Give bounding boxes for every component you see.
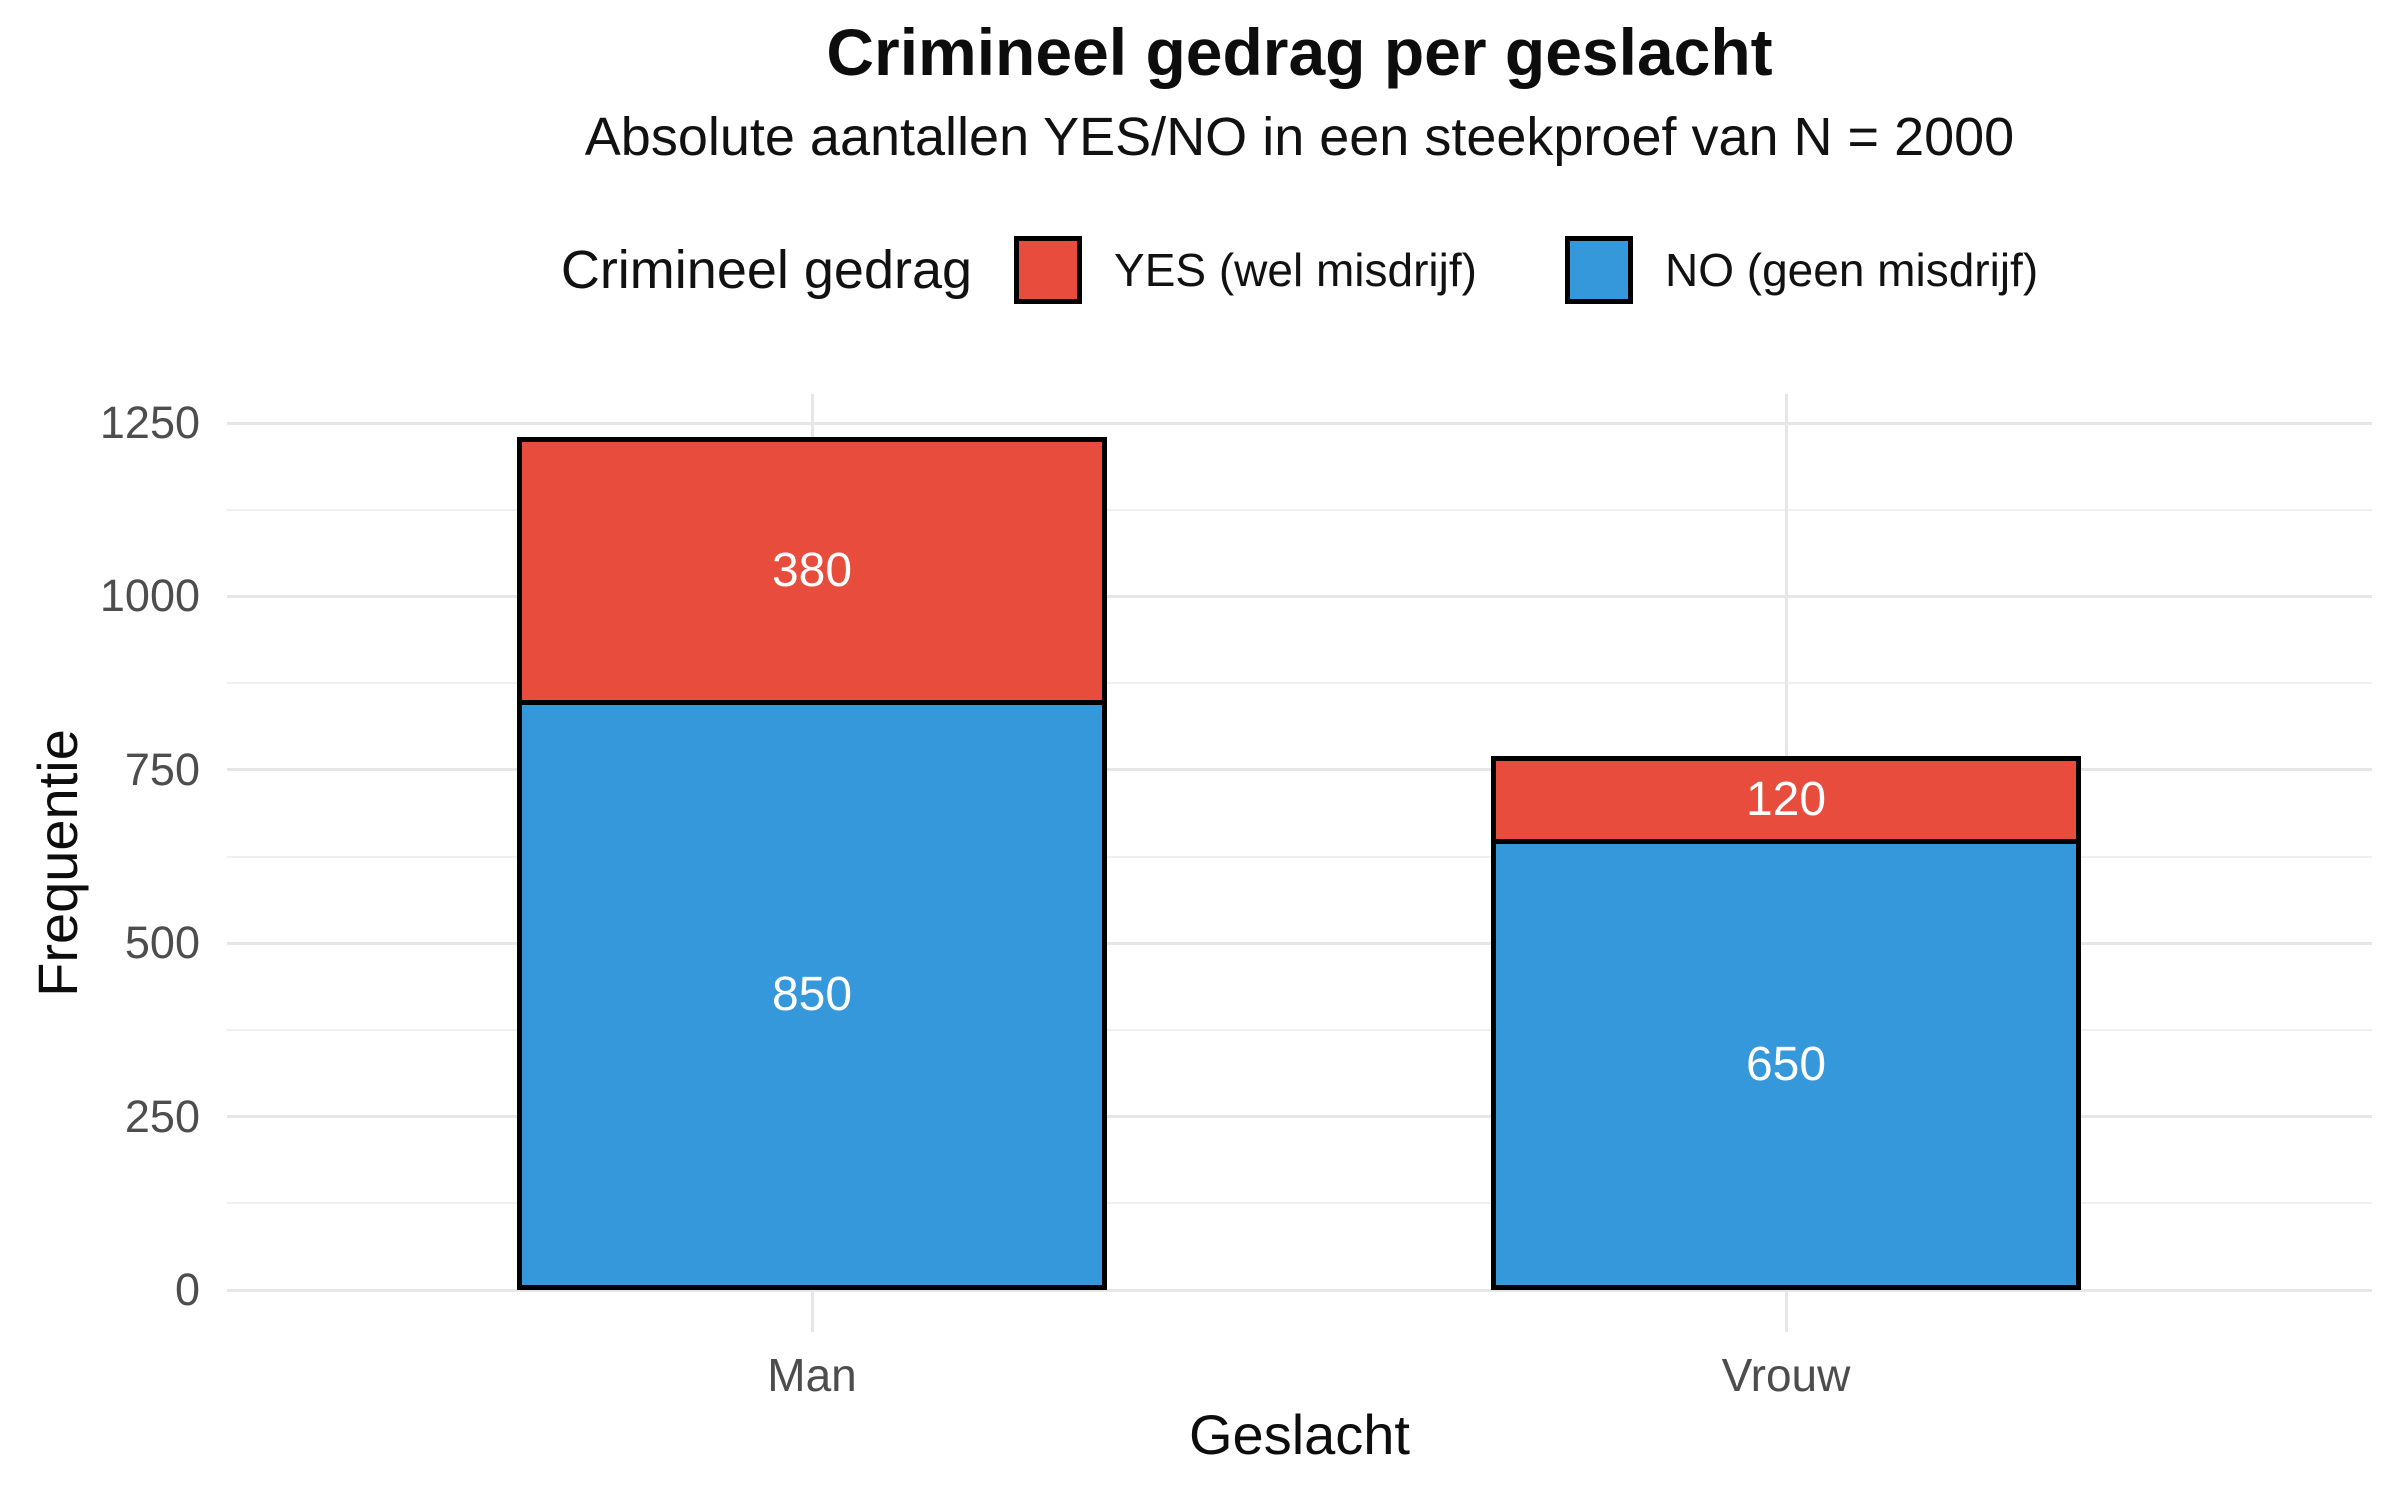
legend: Crimineel gedrag YES (wel misdrijf) NO (g…	[227, 222, 2372, 318]
gridline-major	[227, 1115, 2372, 1119]
y-axis-tick-label: 1250	[99, 397, 200, 448]
y-axis-tick-label: 750	[124, 743, 200, 795]
legend-item: NO (geen misdrijf)	[1564, 236, 2039, 304]
bar-segment-vrouw-1	[1491, 839, 2081, 1290]
legend-key-1	[1564, 236, 1633, 304]
x-axis-tick-label: Vrouw	[1721, 1349, 1851, 1401]
y-axis-tick-label: 1000	[99, 570, 200, 622]
gridline-minor	[227, 508, 2372, 511]
y-axis-tick-label: 250	[124, 1090, 200, 1142]
bar-value-label: 120	[1745, 773, 1827, 827]
y-axis-title: Frequentie	[26, 729, 89, 997]
bar-value-label: 650	[1745, 1037, 1827, 1091]
gridline-major	[227, 768, 2372, 772]
gridline-major	[227, 941, 2372, 945]
legend-label: NO (geen misdrijf)	[1664, 244, 2039, 296]
bar-segment-vrouw-0	[1491, 755, 2081, 845]
gridline-minor	[227, 855, 2372, 858]
gridline-minor	[227, 682, 2372, 685]
legend-label: YES (wel misdrijf)	[1114, 244, 1477, 296]
gridline-minor	[227, 1028, 2372, 1031]
x-axis-title: Geslacht	[1189, 1403, 1410, 1466]
x-axis-tick-label: Man	[767, 1349, 857, 1401]
chart-subtitle: Absolute aantallen YES/NO in een steekpr…	[584, 107, 2015, 167]
legend-item: YES (wel misdrijf)	[1014, 236, 1477, 304]
bar-value-label: 850	[771, 968, 853, 1022]
legend-title: Crimineel gedrag	[560, 240, 973, 300]
chart-title: Crimineel gedrag per geslacht	[826, 15, 1773, 89]
legend-key-0	[1014, 236, 1083, 304]
y-axis-tick-label: 500	[124, 917, 200, 969]
gridline-major	[227, 421, 2372, 425]
y-axis-tick-label: 0	[174, 1264, 200, 1315]
gridline-major	[227, 1288, 2372, 1292]
gridline-minor	[227, 1202, 2372, 1205]
bar-value-label: 380	[771, 544, 853, 598]
bar-segment-man-0	[517, 436, 1107, 706]
bar-segment-man-1	[517, 700, 1107, 1290]
gridline-major	[227, 594, 2372, 598]
plot-panel: 850 380 650 120	[227, 394, 2372, 1332]
